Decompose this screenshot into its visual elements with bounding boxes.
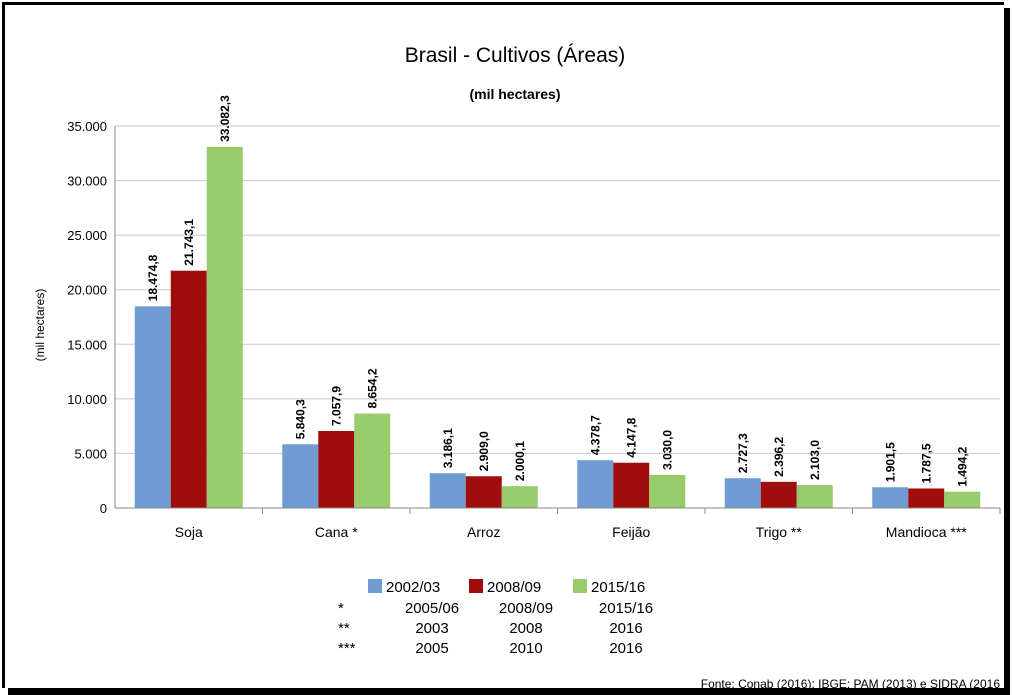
note-value: 2005 xyxy=(415,640,448,657)
legend-label: 2015/16 xyxy=(591,579,645,596)
note-mark: *** xyxy=(338,640,356,657)
data-label: 1.494,2 xyxy=(955,446,969,486)
data-label: 1.787,5 xyxy=(919,443,933,483)
bar xyxy=(170,270,207,508)
y-axis-ticks: 0 5.000 10.000 15.000 20.000 25.000 30.000 35.0… xyxy=(67,119,107,516)
data-label: 7.057,9 xyxy=(329,386,343,426)
note-value: 2010 xyxy=(509,640,542,657)
y-tick-label: 15.000 xyxy=(67,337,107,352)
frame-shadow-right xyxy=(1004,8,1010,695)
data-label: 2.909,0 xyxy=(477,431,491,471)
data-label: 4.378,7 xyxy=(588,415,602,455)
bar xyxy=(318,430,355,508)
y-tick-label: 20.000 xyxy=(67,283,107,298)
y-tick-label: 35.000 xyxy=(67,119,107,134)
x-tick-label: Mandioca *** xyxy=(886,524,967,540)
legend-label: 2002/03 xyxy=(386,579,440,596)
frame-shadow-bottom xyxy=(8,688,1008,695)
bar xyxy=(354,413,391,508)
bar xyxy=(613,462,650,508)
legend: 2002/03 2008/09 2015/16 xyxy=(368,579,645,596)
bar xyxy=(796,485,833,508)
note-value: 2016 xyxy=(609,620,642,637)
data-label: 3.186,1 xyxy=(441,428,455,468)
note-value: 2008 xyxy=(509,620,542,637)
y-tick-label: 0 xyxy=(100,501,107,516)
y-tick-label: 10.000 xyxy=(67,392,107,407)
x-tick-label: Trigo ** xyxy=(756,524,803,540)
note-mark: * xyxy=(338,600,344,617)
y-tick-label: 25.000 xyxy=(67,228,107,243)
bar xyxy=(872,487,909,508)
source-note: Fonte: Conab (2016); IBGE: PAM (2013) e … xyxy=(701,677,1001,691)
bar xyxy=(908,488,945,508)
legend-notes: * 2005/06 2008/09 2015/16 ** 2003 2008 2016 *** 2… xyxy=(338,600,653,657)
bar xyxy=(465,476,502,508)
data-label: 2.396,2 xyxy=(772,436,786,476)
data-label: 3.030,0 xyxy=(660,430,674,470)
note-mark: ** xyxy=(338,620,350,637)
note-value: 2016 xyxy=(609,640,642,657)
bar xyxy=(944,491,981,508)
data-label: 33.082,3 xyxy=(218,95,232,142)
chart-subtitle: (mil hectares) xyxy=(469,86,560,102)
bar xyxy=(501,486,538,508)
data-label: 5.840,3 xyxy=(293,399,307,439)
chart-title: Brasil - Cultivos (Áreas) xyxy=(405,44,626,67)
bar xyxy=(134,306,171,508)
data-label: 8.654,2 xyxy=(365,368,379,408)
legend-swatch xyxy=(368,579,382,593)
x-tick-label: Feijão xyxy=(612,524,650,540)
x-tick-label: Soja xyxy=(175,524,203,540)
bar xyxy=(429,473,466,508)
data-label: 2.000,1 xyxy=(513,441,527,481)
x-tick-label: Arroz xyxy=(467,524,500,540)
data-label: 4.147,8 xyxy=(624,417,638,457)
legend-swatch xyxy=(469,579,483,593)
data-label: 18.474,8 xyxy=(146,254,160,301)
bar xyxy=(206,146,243,508)
gridlines xyxy=(115,125,1000,454)
note-value: 2003 xyxy=(415,620,448,637)
data-label: 1.901,5 xyxy=(883,442,897,482)
bar xyxy=(724,478,761,508)
bars xyxy=(134,146,981,508)
data-label: 2.727,3 xyxy=(736,433,750,473)
data-labels: 18.474,8 21.743,1 33.082,3 5.840,3 7.057,9 8.… xyxy=(146,95,970,487)
data-label: 2.103,0 xyxy=(808,440,822,480)
y-tick-label: 5.000 xyxy=(74,446,107,461)
data-label: 21.743,1 xyxy=(182,219,196,266)
axes xyxy=(114,126,1001,514)
bar xyxy=(282,444,319,508)
y-axis-label: (mil hectares) xyxy=(33,289,47,362)
y-tick-label: 30.000 xyxy=(67,174,107,189)
note-value: 2008/09 xyxy=(499,600,553,617)
bar xyxy=(577,460,614,508)
bar xyxy=(760,481,797,508)
note-value: 2005/06 xyxy=(405,600,459,617)
category-labels: Soja Cana * Arroz Feijão Trigo ** Mandioca **… xyxy=(175,524,968,540)
legend-swatch xyxy=(573,579,587,593)
x-tick-label: Cana * xyxy=(315,524,358,540)
legend-label: 2008/09 xyxy=(487,579,541,596)
bar xyxy=(649,474,686,508)
note-value: 2015/16 xyxy=(599,600,653,617)
